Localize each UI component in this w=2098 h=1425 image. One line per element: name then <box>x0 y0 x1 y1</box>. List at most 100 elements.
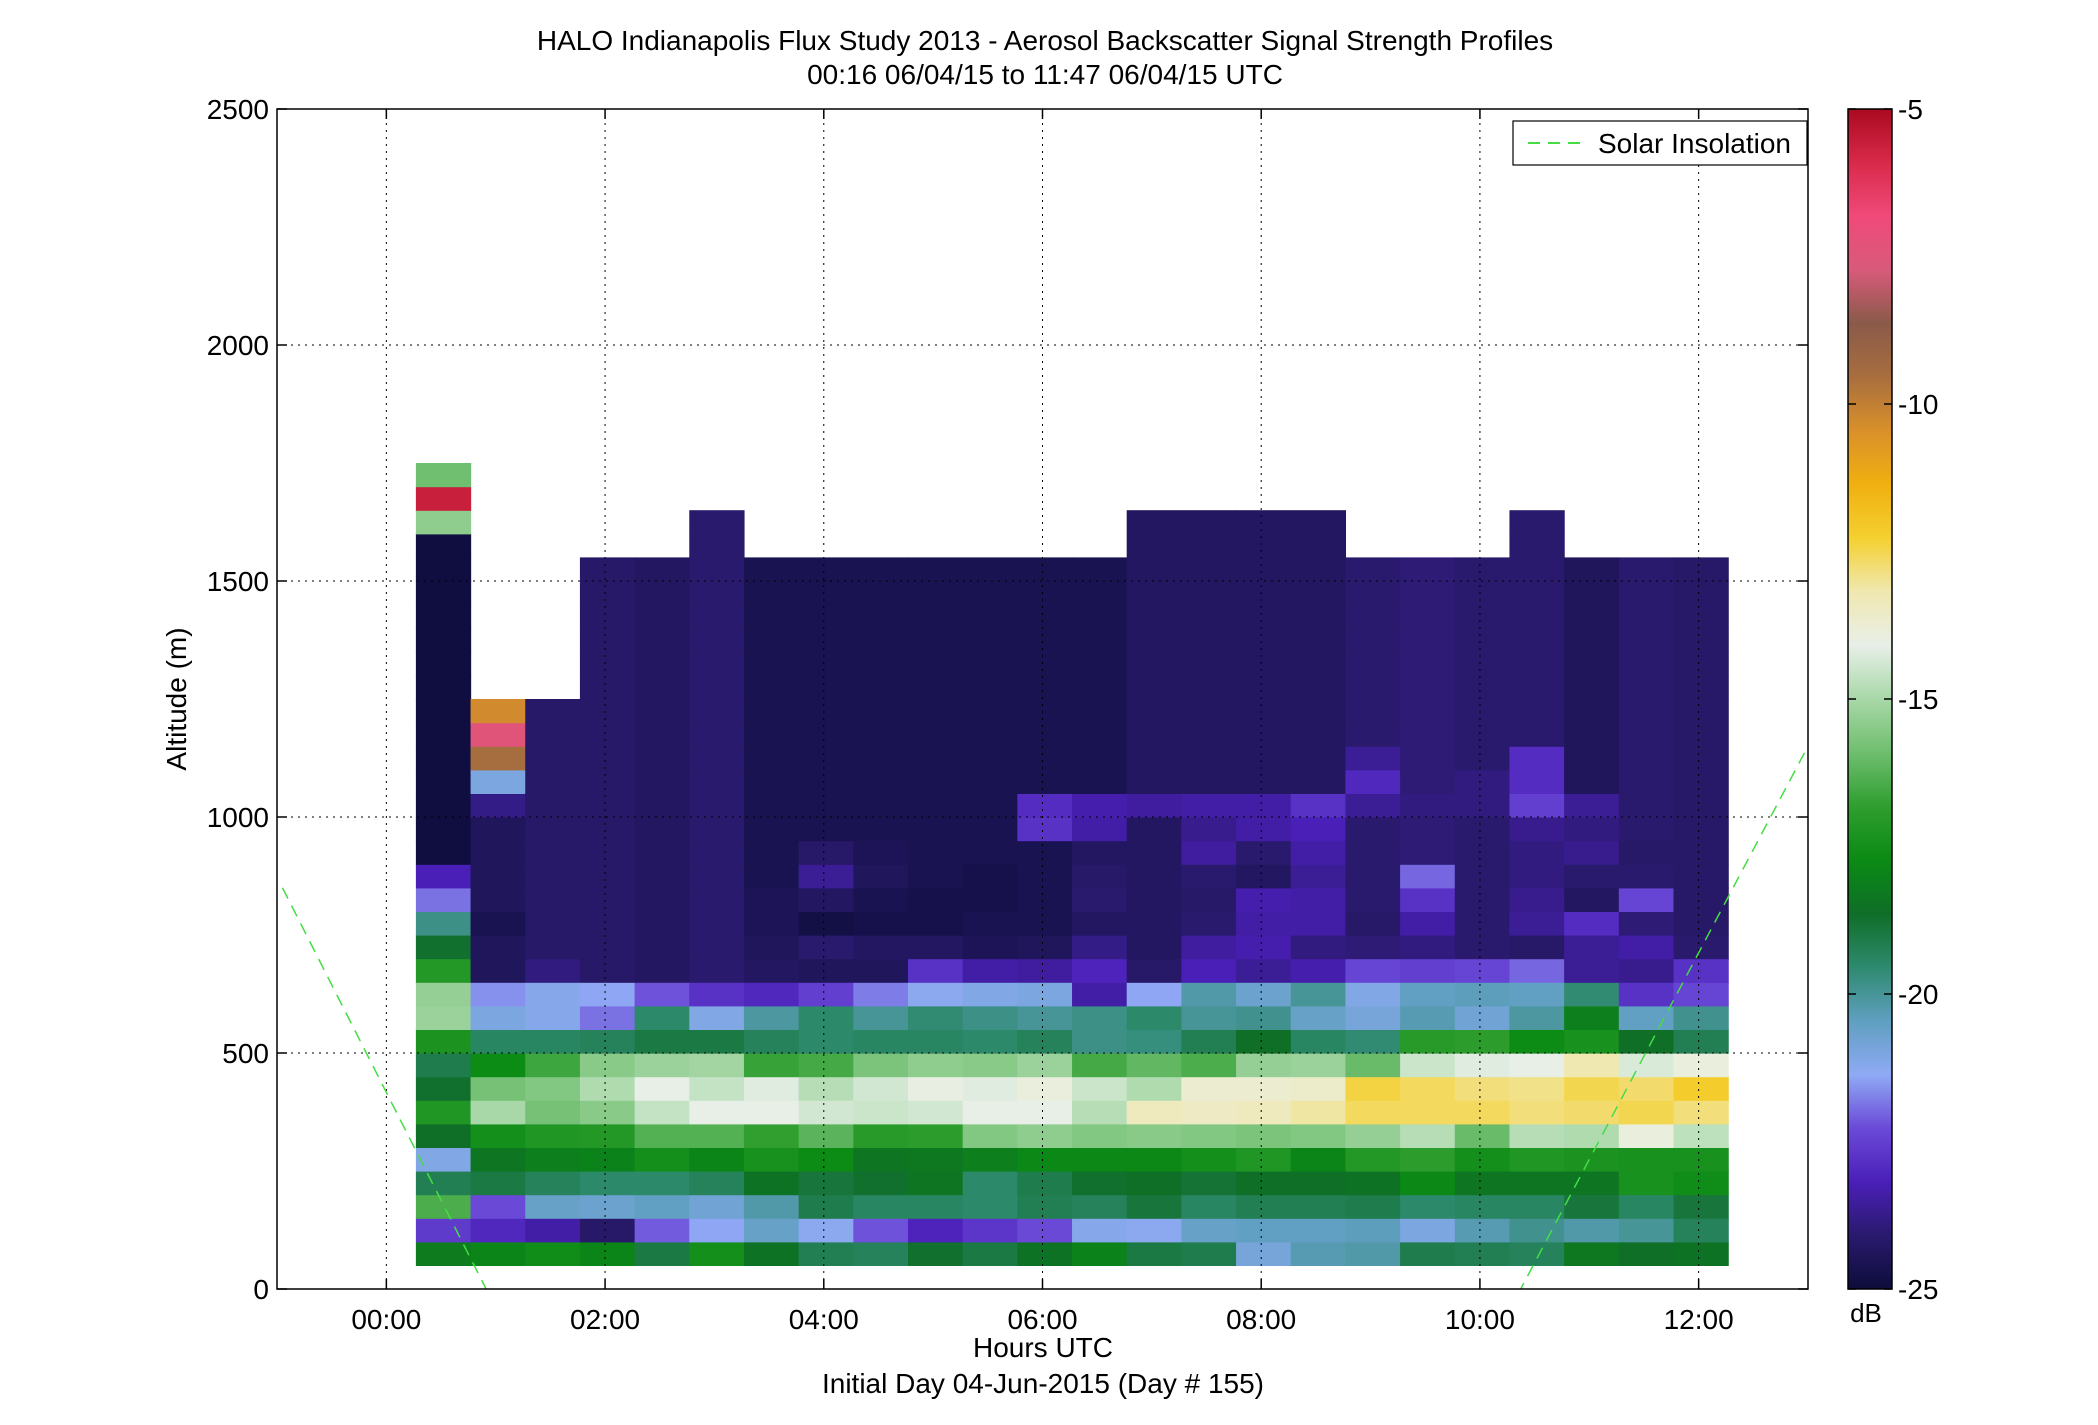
heatmap-cell <box>415 769 472 794</box>
heatmap-cell <box>415 887 472 912</box>
heatmap-cell <box>1017 1100 1073 1125</box>
heatmap-cell <box>1236 722 1292 747</box>
heatmap-cell <box>798 1241 854 1266</box>
heatmap-cell <box>907 935 964 960</box>
heatmap-cell <box>579 1100 636 1125</box>
heatmap-cell <box>1345 887 1401 912</box>
heatmap-cell <box>1618 746 1675 771</box>
heatmap-cell <box>1017 699 1073 724</box>
heatmap-cell <box>1017 864 1073 889</box>
heatmap-cell <box>689 958 745 983</box>
heatmap-cell <box>1181 1029 1237 1054</box>
heatmap-cell <box>1509 722 1565 747</box>
heatmap-cell <box>1017 581 1073 606</box>
heatmap-cell <box>525 1005 581 1030</box>
heatmap-cell <box>1126 935 1182 960</box>
heatmap-cell <box>1072 793 1128 818</box>
heatmap-cell <box>1509 911 1565 936</box>
heatmap-cell <box>1618 817 1675 842</box>
heatmap-cell <box>1017 911 1073 936</box>
heatmap-cell <box>1126 1100 1182 1125</box>
heatmap-cell <box>1181 911 1237 936</box>
heatmap-cell <box>1454 982 1511 1007</box>
heatmap-cell <box>1290 675 1347 700</box>
heatmap-cell <box>1400 1100 1456 1125</box>
heatmap-cell <box>579 887 636 912</box>
heatmap-cell <box>634 722 690 747</box>
heatmap-cell <box>798 557 854 582</box>
heatmap-cell <box>743 982 800 1007</box>
heatmap-cell <box>1454 864 1511 889</box>
heatmap-cell <box>579 1123 636 1148</box>
heatmap-cell <box>634 1171 690 1196</box>
heatmap-cell <box>1072 1076 1128 1101</box>
heatmap-cell <box>634 817 690 842</box>
heatmap-cell <box>579 911 636 936</box>
heatmap-cell <box>1017 604 1073 629</box>
heatmap-cell <box>962 1194 1018 1219</box>
heatmap-cell <box>1564 982 1620 1007</box>
heatmap-cell <box>907 982 964 1007</box>
heatmap-cell <box>1564 935 1620 960</box>
heatmap-cell <box>962 864 1018 889</box>
heatmap-cell <box>525 793 581 818</box>
heatmap-cell <box>1181 533 1237 558</box>
heatmap-cell <box>1126 793 1182 818</box>
x-axis-ticks: 00:00 02:00 04:00 06:00 08:00 10:00 12:00 <box>351 109 1734 1335</box>
heatmap-cell <box>634 840 690 865</box>
heatmap-cell <box>689 911 745 936</box>
heatmap-cell <box>1236 651 1292 676</box>
heatmap-cell <box>1290 746 1347 771</box>
heatmap-cell <box>743 1076 800 1101</box>
heatmap-cell <box>1236 1005 1292 1030</box>
heatmap-cell <box>1236 982 1292 1007</box>
heatmap-cell <box>1673 793 1729 818</box>
heatmap-cell <box>525 1194 581 1219</box>
heatmap-cell <box>1017 887 1073 912</box>
heatmap-cell <box>1673 604 1729 629</box>
heatmap-cell <box>1236 1241 1292 1266</box>
heatmap-cell <box>1509 1171 1565 1196</box>
heatmap-cell <box>689 1194 745 1219</box>
x-axis-label: Hours UTC <box>973 1332 1113 1363</box>
heatmap-cell <box>1072 1171 1128 1196</box>
heatmap-cell <box>634 864 690 889</box>
heatmap-cell <box>1126 769 1182 794</box>
heatmap-cell <box>634 651 690 676</box>
heatmap-cell <box>1564 1241 1620 1266</box>
heatmap-cell <box>962 1100 1018 1125</box>
heatmap-cell <box>1509 840 1565 865</box>
heatmap-cell <box>1618 1053 1675 1078</box>
heatmap-cell <box>634 887 690 912</box>
heatmap-cell <box>962 722 1018 747</box>
heatmap-cell <box>1181 1194 1237 1219</box>
heatmap-cell <box>634 1100 690 1125</box>
heatmap-cell <box>1236 510 1292 535</box>
heatmap-cell <box>1017 1194 1073 1219</box>
heatmap-cell <box>1072 557 1128 582</box>
plot-area: 00:00 02:00 04:00 06:00 08:00 10:00 12:00 0 500… <box>207 94 1809 1335</box>
heatmap-cell <box>798 769 854 794</box>
heatmap-cell <box>1509 1194 1565 1219</box>
heatmap-cell <box>907 604 964 629</box>
heatmap-cell <box>1454 604 1511 629</box>
heatmap-cell <box>1618 1100 1675 1125</box>
heatmap-cell <box>798 1005 854 1030</box>
heatmap-cell <box>1618 1241 1675 1266</box>
heatmap-cell <box>689 887 745 912</box>
heatmap-cell <box>1236 887 1292 912</box>
heatmap-cell <box>1509 651 1565 676</box>
heatmap-cell <box>689 628 745 653</box>
heatmap-cell <box>1290 1053 1347 1078</box>
heatmap-cell <box>579 817 636 842</box>
heatmap-cell <box>907 675 964 700</box>
heatmap-cell <box>1236 1076 1292 1101</box>
heatmap-cell <box>415 982 472 1007</box>
heatmap-cell <box>1345 1029 1401 1054</box>
heatmap-cell <box>689 1005 745 1030</box>
heatmap-cell <box>1400 746 1456 771</box>
heatmap-cell <box>634 1194 690 1219</box>
heatmap-cell <box>1181 746 1237 771</box>
heatmap-cell <box>907 557 964 582</box>
heatmap-cell <box>1017 1123 1073 1148</box>
